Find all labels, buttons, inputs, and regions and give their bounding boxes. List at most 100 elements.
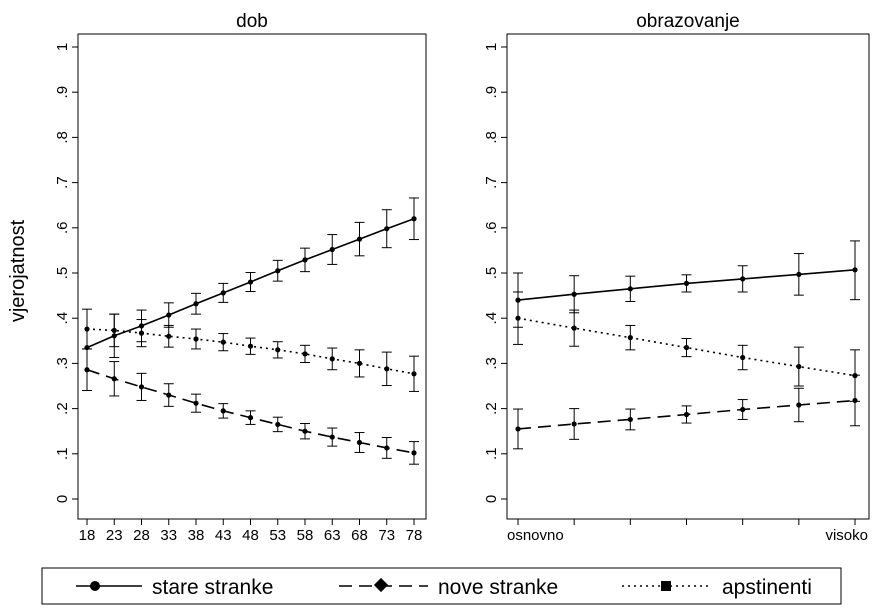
data-point-apstinenti	[84, 326, 90, 332]
x-tick-label: 23	[106, 527, 123, 544]
y-tick-label: .4	[483, 312, 500, 325]
data-point-apstinenti	[384, 366, 390, 372]
data-point-apstinenti	[220, 339, 226, 345]
data-point-nove-stranke	[571, 421, 577, 427]
y-axis-label: vjerojatnost	[7, 219, 29, 322]
y-tick-label: .9	[483, 86, 500, 99]
data-point-nove-stranke	[275, 421, 281, 428]
y-tick-label: .2	[483, 402, 500, 415]
panel-dob-frame	[77, 33, 427, 520]
data-point-nove-stranke	[515, 426, 521, 432]
x-tick-label: osnovno	[507, 527, 564, 544]
y-tick-label: 0	[483, 495, 500, 503]
data-point-apstinenti	[302, 351, 308, 357]
data-point-apstinenti	[166, 333, 172, 339]
panel-obrazovanje-plot: 0 .1 .2 .3 .4 .5 .6 .7 .8 .9 1 osnovno visoko	[483, 43, 868, 544]
x-tick-label: 53	[269, 527, 286, 544]
y-tick-label: .4	[54, 312, 71, 325]
data-point-stare-stranke	[740, 276, 746, 282]
data-point-stare-stranke	[683, 280, 690, 286]
y-tick-label: .5	[483, 267, 500, 280]
data-point-nove-stranke	[329, 434, 335, 440]
x-tick-label: 48	[242, 527, 259, 544]
y-tick-label: .3	[54, 357, 71, 370]
x-tick-label: 33	[160, 527, 177, 544]
y-tick-label: .7	[483, 176, 500, 189]
data-point-nove-stranke	[740, 406, 746, 413]
data-point-stare-stranke	[852, 267, 858, 273]
legend-label-stare-stranke: stare stranke	[152, 576, 273, 599]
data-point-stare-stranke	[220, 290, 226, 296]
data-point-stare-stranke	[247, 279, 254, 285]
x-tick-label: 58	[297, 527, 314, 544]
data-point-nove-stranke	[193, 400, 199, 406]
data-point-apstinenti	[740, 354, 746, 361]
y-tick-label: .1	[54, 448, 71, 461]
data-point-nove-stranke	[138, 384, 145, 390]
data-point-nove-stranke	[411, 450, 417, 456]
data-point-apstinenti	[683, 344, 690, 351]
data-point-apstinenti	[571, 325, 577, 331]
data-point-apstinenti	[247, 343, 254, 349]
y-tick-label: .3	[483, 357, 500, 370]
y-tick-label: .5	[54, 267, 71, 280]
data-point-nove-stranke	[247, 415, 254, 421]
x-tick-label: 68	[351, 527, 368, 544]
y-tick-label: 1	[483, 43, 500, 51]
data-point-nove-stranke	[627, 416, 633, 423]
x-tick-label: 43	[215, 527, 232, 544]
data-point-apstinenti	[796, 363, 802, 370]
y-tick-label: .2	[54, 402, 71, 415]
data-point-apstinenti	[852, 373, 858, 379]
y-tick-label: .6	[54, 222, 71, 235]
data-point-nove-stranke	[111, 376, 117, 382]
data-point-apstinenti	[275, 347, 281, 353]
x-tick-label: 18	[79, 527, 96, 544]
legend-marker-nove-stranke	[373, 577, 389, 593]
data-point-stare-stranke	[411, 216, 417, 222]
data-point-stare-stranke	[796, 271, 802, 277]
x-tick-label: visoko	[825, 527, 868, 544]
y-tick-label: .9	[54, 86, 71, 99]
y-tick-label: .6	[483, 222, 500, 235]
data-point-apstinenti	[329, 356, 335, 362]
data-point-apstinenti	[138, 330, 145, 336]
legend-item-apstinenti: apstinenti	[622, 576, 812, 599]
panel-obrazovanje-frame	[506, 33, 870, 520]
data-point-stare-stranke	[627, 286, 633, 292]
data-point-stare-stranke	[329, 246, 335, 253]
panel-obrazovanje: obrazovanje 0 .1 .2 .3 .4 .5 .6 .7 .8 .9 1 osnovno v…	[483, 11, 870, 544]
panel-dob: dob 0 .1 .2 .3 .4 .5 .6 .7 .8 .9 1 18 23 28 33 38 43 48 53…	[54, 11, 427, 544]
x-tick-label: 28	[133, 527, 150, 544]
data-point-stare-stranke	[275, 268, 281, 274]
data-point-apstinenti	[356, 360, 363, 366]
data-point-apstinenti	[627, 335, 633, 341]
legend-item-stare-stranke: stare stranke	[76, 576, 273, 599]
data-point-nove-stranke	[166, 392, 172, 398]
data-point-stare-stranke	[302, 257, 308, 263]
data-point-nove-stranke	[384, 445, 390, 451]
y-tick-label: .1	[483, 448, 500, 461]
x-tick-label: 73	[378, 527, 395, 544]
legend-marker-stare-stranke	[90, 581, 100, 591]
data-point-apstinenti	[111, 327, 117, 334]
data-point-stare-stranke	[356, 236, 363, 242]
x-tick-label: 38	[188, 527, 205, 544]
y-tick-label: 0	[54, 495, 71, 503]
y-tick-label: .7	[54, 176, 71, 189]
data-point-nove-stranke	[356, 439, 363, 446]
legend: stare stranke nove stranke apstinenti	[41, 567, 842, 605]
legend-item-nove-stranke: nove stranke	[339, 576, 558, 599]
data-point-nove-stranke	[302, 428, 308, 434]
data-point-nove-stranke	[683, 411, 690, 418]
data-point-nove-stranke	[84, 367, 90, 373]
x-tick-label: 78	[406, 527, 423, 544]
data-point-stare-stranke	[384, 226, 390, 232]
panel-dob-title: dob	[236, 11, 268, 32]
data-point-stare-stranke	[193, 301, 199, 307]
legend-marker-apstinenti	[661, 581, 671, 591]
data-point-stare-stranke	[571, 291, 577, 297]
y-tick-label: 1	[54, 43, 71, 51]
panel-obrazovanje-title: obrazovanje	[636, 11, 740, 32]
